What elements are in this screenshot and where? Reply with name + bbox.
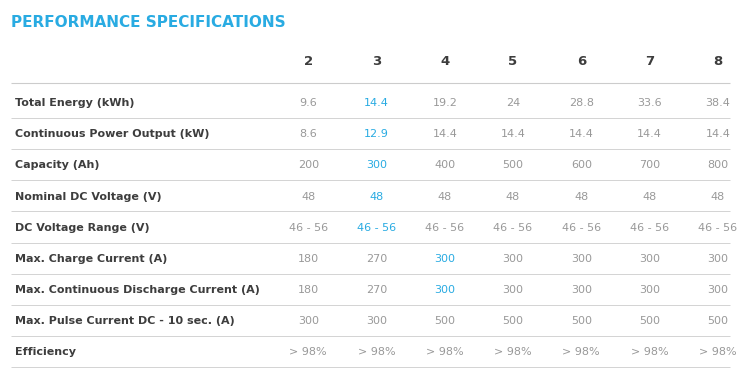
Text: 300: 300 bbox=[502, 285, 524, 295]
Text: 48: 48 bbox=[642, 192, 657, 201]
Text: 28.8: 28.8 bbox=[569, 98, 594, 108]
Text: 14.4: 14.4 bbox=[705, 129, 730, 139]
Text: 5: 5 bbox=[508, 56, 518, 68]
Text: 14.4: 14.4 bbox=[364, 98, 389, 108]
Text: 270: 270 bbox=[366, 285, 387, 295]
Text: DC Voltage Range (V): DC Voltage Range (V) bbox=[15, 223, 150, 232]
Text: 8: 8 bbox=[713, 56, 722, 68]
Text: > 98%: > 98% bbox=[699, 347, 737, 357]
Text: 300: 300 bbox=[434, 254, 455, 264]
Text: 180: 180 bbox=[298, 254, 319, 264]
Text: 38.4: 38.4 bbox=[705, 98, 730, 108]
Text: PERFORMANCE SPECIFICATIONS: PERFORMANCE SPECIFICATIONS bbox=[11, 15, 286, 30]
Text: 46 - 56: 46 - 56 bbox=[494, 223, 533, 232]
Text: 300: 300 bbox=[639, 285, 660, 295]
Text: 300: 300 bbox=[366, 316, 387, 326]
Text: 14.4: 14.4 bbox=[432, 129, 457, 139]
Text: 14.4: 14.4 bbox=[501, 129, 525, 139]
Text: 46 - 56: 46 - 56 bbox=[289, 223, 328, 232]
Text: 500: 500 bbox=[639, 316, 660, 326]
Text: 270: 270 bbox=[366, 254, 387, 264]
Text: 500: 500 bbox=[502, 160, 524, 170]
Text: Total Energy (kWh): Total Energy (kWh) bbox=[15, 98, 134, 108]
Text: 500: 500 bbox=[502, 316, 524, 326]
Text: 6: 6 bbox=[576, 56, 586, 68]
Text: 500: 500 bbox=[434, 316, 455, 326]
Text: 46 - 56: 46 - 56 bbox=[630, 223, 669, 232]
Text: 180: 180 bbox=[298, 285, 319, 295]
Text: 14.4: 14.4 bbox=[569, 129, 594, 139]
Text: 48: 48 bbox=[438, 192, 452, 201]
Text: > 98%: > 98% bbox=[494, 347, 532, 357]
Text: Max. Pulse Current DC - 10 sec. (A): Max. Pulse Current DC - 10 sec. (A) bbox=[15, 316, 235, 326]
Text: Nominal DC Voltage (V): Nominal DC Voltage (V) bbox=[15, 192, 162, 201]
Text: 4: 4 bbox=[440, 56, 449, 68]
Text: 24: 24 bbox=[506, 98, 520, 108]
Text: 46 - 56: 46 - 56 bbox=[357, 223, 396, 232]
Text: 200: 200 bbox=[298, 160, 319, 170]
Text: 800: 800 bbox=[707, 160, 728, 170]
Text: 300: 300 bbox=[298, 316, 319, 326]
Text: 300: 300 bbox=[366, 160, 387, 170]
Text: > 98%: > 98% bbox=[358, 347, 396, 357]
Text: 3: 3 bbox=[372, 56, 381, 68]
Text: 600: 600 bbox=[571, 160, 592, 170]
Text: 9.6: 9.6 bbox=[299, 98, 317, 108]
Text: 300: 300 bbox=[571, 254, 592, 264]
Text: 700: 700 bbox=[639, 160, 660, 170]
Text: 46 - 56: 46 - 56 bbox=[562, 223, 601, 232]
Text: 8.6: 8.6 bbox=[299, 129, 317, 139]
Text: 300: 300 bbox=[571, 285, 592, 295]
Text: > 98%: > 98% bbox=[426, 347, 464, 357]
Text: 48: 48 bbox=[301, 192, 316, 201]
Text: 14.4: 14.4 bbox=[637, 129, 662, 139]
Text: 300: 300 bbox=[707, 285, 728, 295]
Text: Capacity (Ah): Capacity (Ah) bbox=[15, 160, 99, 170]
Text: 48: 48 bbox=[711, 192, 725, 201]
Text: 300: 300 bbox=[707, 254, 728, 264]
Text: 300: 300 bbox=[434, 285, 455, 295]
Text: Efficiency: Efficiency bbox=[15, 347, 76, 357]
Text: 33.6: 33.6 bbox=[637, 98, 662, 108]
Text: 46 - 56: 46 - 56 bbox=[425, 223, 465, 232]
Text: 46 - 56: 46 - 56 bbox=[698, 223, 737, 232]
Text: > 98%: > 98% bbox=[562, 347, 600, 357]
Text: Max. Continuous Discharge Current (A): Max. Continuous Discharge Current (A) bbox=[15, 285, 259, 295]
Text: 500: 500 bbox=[571, 316, 592, 326]
Text: > 98%: > 98% bbox=[290, 347, 327, 357]
Text: 500: 500 bbox=[707, 316, 728, 326]
Text: 19.2: 19.2 bbox=[432, 98, 457, 108]
Text: 48: 48 bbox=[370, 192, 384, 201]
Text: 12.9: 12.9 bbox=[364, 129, 389, 139]
Text: 48: 48 bbox=[506, 192, 520, 201]
Text: 300: 300 bbox=[639, 254, 660, 264]
Text: > 98%: > 98% bbox=[631, 347, 668, 357]
Text: 48: 48 bbox=[574, 192, 588, 201]
Text: 7: 7 bbox=[645, 56, 654, 68]
Text: 300: 300 bbox=[502, 254, 524, 264]
Text: 2: 2 bbox=[304, 56, 313, 68]
Text: 400: 400 bbox=[434, 160, 456, 170]
Text: Max. Charge Current (A): Max. Charge Current (A) bbox=[15, 254, 167, 264]
Text: Continuous Power Output (kW): Continuous Power Output (kW) bbox=[15, 129, 209, 139]
